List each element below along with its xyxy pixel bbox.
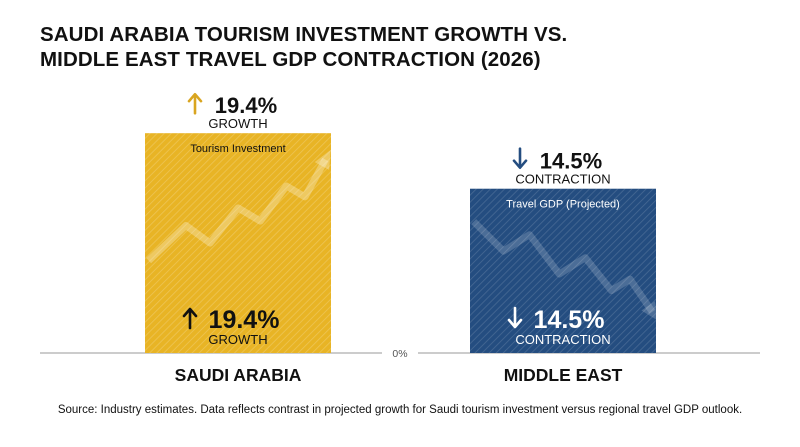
- bottom-value-label-2: 14.5%: [534, 306, 605, 334]
- bar-chart: 0% Tourism Investment19.4%GROWTH19.4%GRO…: [40, 92, 760, 385]
- top-caption-1: GROWTH: [208, 116, 267, 131]
- chart-title-line-2: MIDDLE EAST TRAVEL GDP CONTRACTION (2026…: [40, 48, 541, 71]
- bottom-arrow-icon-1-head: [182, 307, 198, 318]
- top-arrow-icon-2: [512, 147, 528, 170]
- top-arrow-icon-1: [187, 92, 203, 115]
- chart-title: SAUDI ARABIA TOURISM INVESTMENT GROWTH V…: [40, 22, 760, 72]
- top-arrow-icon-1-head: [187, 92, 203, 103]
- trend-line-1: [146, 157, 329, 264]
- category-label-1: SAUDI ARABIA: [175, 365, 302, 385]
- bar-group-1: Tourism Investment19.4%GROWTH19.4%GROWTH…: [145, 92, 331, 385]
- trend-line-2: [471, 219, 656, 314]
- bottom-caption-2: CONTRACTION: [515, 332, 610, 347]
- series-label-2: Travel GDP (Projected): [506, 199, 620, 211]
- bar-group-2: Travel GDP (Projected)14.5%CONTRACTION14…: [470, 147, 659, 385]
- bottom-value-label-1: 19.4%: [209, 306, 280, 334]
- bottom-caption-1: GROWTH: [208, 332, 267, 347]
- bar-hatch-2: [470, 188, 656, 353]
- chart-title-line-1: SAUDI ARABIA TOURISM INVESTMENT GROWTH V…: [40, 23, 568, 46]
- series-label-1: Tourism Investment: [190, 143, 285, 155]
- zero-tick-label: 0%: [392, 348, 407, 360]
- top-caption-2: CONTRACTION: [515, 172, 610, 187]
- bottom-arrow-icon-1: [182, 307, 198, 330]
- bottom-arrow-icon-2: [507, 306, 523, 329]
- source-note: Source: Industry estimates. Data reflect…: [57, 404, 743, 416]
- bottom-arrow-icon-2-head: [507, 318, 523, 329]
- trend-arrow-2: [641, 301, 659, 321]
- category-label-2: MIDDLE EAST: [504, 365, 623, 385]
- top-arrow-icon-2-head: [512, 159, 528, 170]
- top-value-label-1: 19.4%: [215, 93, 277, 118]
- bar-hatch-1: [145, 133, 331, 353]
- trend-arrow-1: [314, 149, 331, 170]
- top-value-label-2: 14.5%: [540, 149, 602, 174]
